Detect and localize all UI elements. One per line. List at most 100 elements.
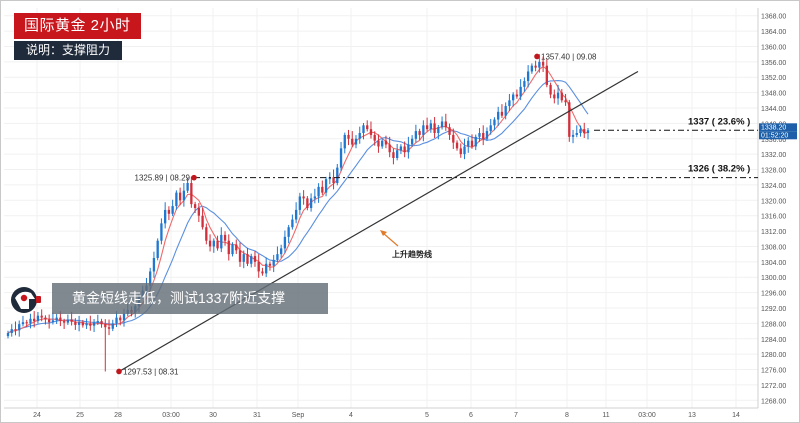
candle-body xyxy=(515,94,519,97)
candle-body xyxy=(313,196,316,199)
countdown-tag xyxy=(759,131,797,140)
candle-body xyxy=(253,256,257,262)
candle-body xyxy=(231,244,234,255)
price-tick-label: 1320.00 xyxy=(761,198,786,205)
candle-body xyxy=(373,134,376,141)
price-tick-label: 1288.00 xyxy=(761,321,786,328)
annotation-dot xyxy=(534,53,540,60)
candle-body xyxy=(568,102,571,137)
annotation-label: 1357.40 | 09.08 xyxy=(541,52,597,61)
candle-body xyxy=(500,111,504,116)
price-tick-label: 1280.00 xyxy=(761,352,786,359)
price-tick-label: 1272.00 xyxy=(761,383,786,390)
candle-body xyxy=(410,138,414,145)
candle-body xyxy=(178,192,182,201)
candle-body xyxy=(21,322,25,325)
candle-body xyxy=(287,227,290,237)
trend-label: 上升趋势线 xyxy=(392,249,432,259)
ma-slow-line xyxy=(7,80,589,334)
candle-body xyxy=(478,133,481,137)
candle-body xyxy=(306,198,309,208)
candle-body xyxy=(280,248,283,255)
chart-labels: 1337 ( 23.6% ) 1326 ( 38.2% ) 1357.40 | 09… xyxy=(116,52,797,376)
candle-body xyxy=(92,322,96,326)
candle-body xyxy=(351,138,354,145)
candle-body xyxy=(100,321,103,325)
candle-body xyxy=(388,144,391,153)
candle-body xyxy=(309,198,313,208)
candle-body xyxy=(556,92,560,99)
candle-body xyxy=(122,313,126,321)
time-tick-label: 31 xyxy=(253,412,261,419)
time-tick-label: 7 xyxy=(514,412,518,419)
price-tick-label: 1296.00 xyxy=(761,291,786,298)
candle-body xyxy=(119,317,122,321)
candle-body xyxy=(227,240,230,255)
candle-body xyxy=(444,121,447,128)
candle-body xyxy=(396,150,399,158)
time-tick-label: 11 xyxy=(602,412,609,419)
chart-title: 国际黄金 2小时 xyxy=(14,13,141,39)
candle-body xyxy=(354,138,358,145)
candle-body xyxy=(575,133,578,135)
current-price-text: 1338.20 xyxy=(761,124,786,131)
candle-body xyxy=(242,254,245,262)
candle-body xyxy=(545,65,548,85)
candle-body xyxy=(474,136,477,147)
candle-body xyxy=(175,192,178,207)
candle-body xyxy=(171,206,174,214)
time-tick-label: 24 xyxy=(33,412,41,419)
candle-body xyxy=(497,111,500,120)
price-tick-label: 1312.00 xyxy=(761,229,786,236)
candle-body xyxy=(29,318,32,324)
candle-body xyxy=(586,130,590,133)
candle-body xyxy=(104,324,107,328)
time-tick-label: 13 xyxy=(688,412,696,419)
candle-body xyxy=(425,125,429,130)
trend-arrow-head xyxy=(380,230,387,236)
candle-body xyxy=(164,209,167,224)
grid xyxy=(4,8,758,408)
moving-averages xyxy=(7,65,589,334)
candle-body xyxy=(268,263,272,266)
price-tick-label: 1308.00 xyxy=(761,244,786,251)
candle-body xyxy=(358,133,361,139)
price-tick-label: 1324.00 xyxy=(761,183,786,190)
time-tick-label: Sep xyxy=(292,412,305,419)
price-tick-label: 1316.00 xyxy=(761,214,786,221)
candle-body xyxy=(182,190,186,201)
candle-body xyxy=(223,234,227,241)
candle-body xyxy=(186,183,189,191)
candle-body xyxy=(541,61,545,66)
candle-body xyxy=(459,148,462,155)
candle-body xyxy=(422,125,425,135)
candle-body xyxy=(272,259,275,266)
candle-body xyxy=(257,261,260,272)
brand-logo-icon xyxy=(11,287,41,313)
candle-body xyxy=(482,133,485,139)
candle-body xyxy=(298,196,302,210)
time-axis: 24 25 28 03:00 30 31 Sep 4 5 6 7 8 11 03:00 13 14 xyxy=(4,407,758,419)
price-tick-label: 1356.00 xyxy=(761,60,786,67)
candle-body xyxy=(366,125,369,130)
price-tick-label: 1304.00 xyxy=(761,260,786,267)
candle-body xyxy=(489,125,492,132)
candle-body xyxy=(384,140,388,145)
candle-body xyxy=(167,209,171,214)
candle-body xyxy=(433,123,436,133)
current-price-tag xyxy=(759,123,797,132)
time-tick-label: 6 xyxy=(469,412,473,419)
price-tick-label: 1292.00 xyxy=(761,306,786,313)
candle-body xyxy=(519,86,522,97)
price-tick-label: 1352.00 xyxy=(761,75,786,82)
price-tick-label: 1284.00 xyxy=(761,337,786,344)
candle-body xyxy=(160,223,163,241)
drawings xyxy=(118,70,758,372)
candle-body xyxy=(407,144,410,153)
candle-body xyxy=(74,321,77,325)
candle-body xyxy=(190,183,193,205)
countdown-text: 01:52:20 xyxy=(761,132,788,139)
price-tick-label: 1336.00 xyxy=(761,137,786,144)
candle-body xyxy=(111,323,114,329)
